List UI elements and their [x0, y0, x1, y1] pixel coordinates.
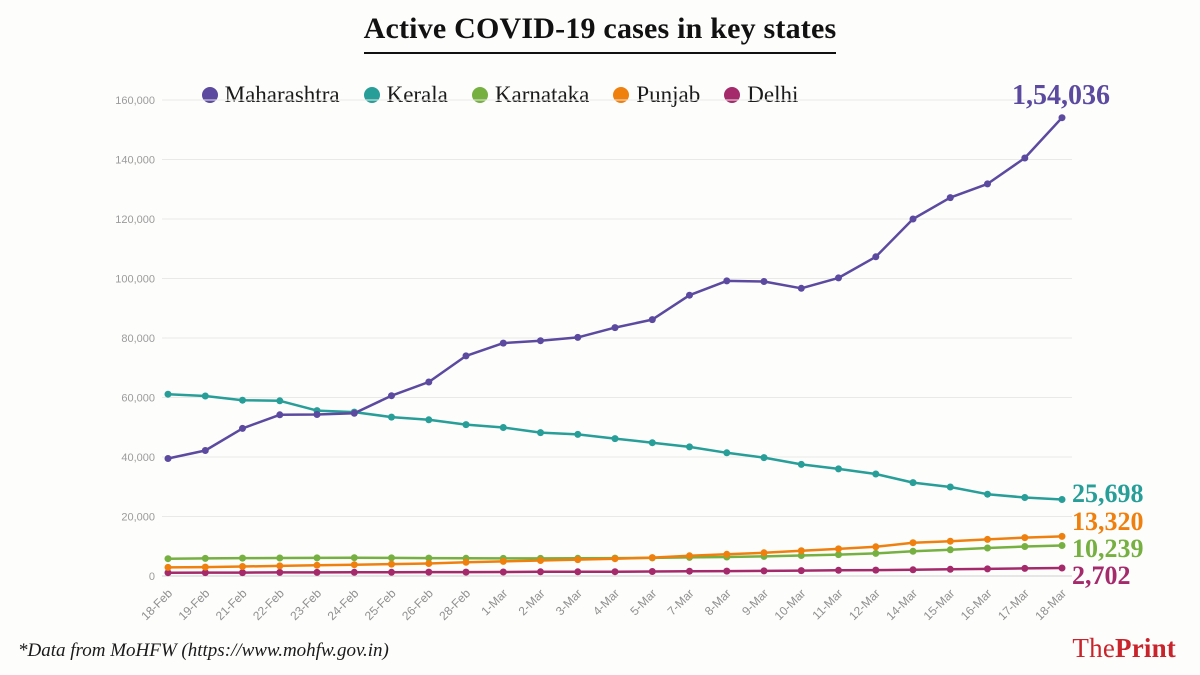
svg-text:2-Mar: 2-Mar	[516, 586, 548, 618]
svg-text:25-Feb: 25-Feb	[362, 586, 399, 623]
legend-dot-kerala-icon	[363, 87, 380, 103]
svg-text:8-Mar: 8-Mar	[702, 586, 734, 618]
brand-logo: ThePrint	[1072, 633, 1176, 664]
svg-text:9-Mar: 9-Mar	[739, 586, 771, 618]
svg-text:140,000: 140,000	[115, 155, 155, 167]
brand-logo-print: Print	[1115, 633, 1176, 663]
svg-text:120,000: 120,000	[115, 214, 155, 226]
legend-item-delhi: Delhi	[724, 82, 798, 108]
title-wrap: Active COVID-19 cases in key states	[0, 12, 1200, 54]
end-label-maharashtra: 1,54,036	[1012, 80, 1110, 111]
svg-text:5-Mar: 5-Mar	[627, 586, 659, 618]
svg-text:11-Mar: 11-Mar	[809, 586, 845, 622]
end-label-delhi: 2,702	[1072, 561, 1131, 590]
legend-dot-punjab-icon	[613, 87, 630, 103]
svg-text:18-Mar: 18-Mar	[1032, 586, 1069, 623]
svg-text:21-Feb: 21-Feb	[213, 586, 250, 623]
legend-dot-karnataka-icon	[471, 87, 488, 103]
legend-dot-delhi-icon	[724, 87, 741, 103]
svg-text:24-Feb: 24-Feb	[325, 586, 362, 623]
legend-label-kerala: Kerala	[386, 82, 448, 107]
svg-text:15-Mar: 15-Mar	[921, 586, 958, 623]
svg-text:80,000: 80,000	[121, 333, 155, 345]
end-label-karnataka: 10,239	[1072, 534, 1144, 563]
svg-text:26-Feb: 26-Feb	[399, 586, 436, 623]
legend-item-maharashtra: Maharashtra	[201, 82, 340, 108]
svg-text:12-Mar: 12-Mar	[846, 586, 883, 623]
svg-text:10-Mar: 10-Mar	[772, 586, 809, 623]
svg-text:7-Mar: 7-Mar	[665, 586, 697, 618]
svg-text:20,000: 20,000	[121, 512, 155, 524]
svg-text:16-Mar: 16-Mar	[958, 586, 995, 623]
end-label-kerala: 25,698	[1072, 479, 1144, 508]
svg-text:100,000: 100,000	[115, 274, 155, 286]
svg-text:1-Mar: 1-Mar	[478, 586, 510, 618]
svg-text:22-Feb: 22-Feb	[250, 586, 287, 623]
svg-text:0: 0	[149, 571, 155, 583]
legend-dot-maharashtra-icon	[201, 87, 218, 103]
brand-logo-the: The	[1072, 633, 1115, 663]
svg-text:60,000: 60,000	[121, 393, 155, 405]
legend-item-kerala: Kerala	[363, 82, 448, 108]
svg-text:19-Feb: 19-Feb	[176, 586, 213, 623]
legend: Maharashtra Kerala Karnataka Punjab Delh…	[0, 82, 1000, 108]
legend-label-delhi: Delhi	[747, 82, 799, 107]
legend-item-karnataka: Karnataka	[471, 82, 590, 108]
legend-label-karnataka: Karnataka	[494, 82, 590, 107]
line-chart: 0 20,000 40,000 60,000 80,000 100,000 120,000 1…	[115, 95, 1072, 623]
svg-text:28-Feb: 28-Feb	[436, 586, 473, 623]
end-label-punjab: 13,320	[1072, 507, 1144, 536]
source-note: *Data from MoHFW (https://www.mohfw.gov.…	[18, 640, 389, 661]
legend-label-punjab: Punjab	[636, 82, 701, 107]
svg-text:3-Mar: 3-Mar	[553, 586, 585, 618]
svg-text:18-Feb: 18-Feb	[138, 586, 175, 623]
svg-text:23-Feb: 23-Feb	[287, 586, 324, 623]
legend-item-punjab: Punjab	[613, 82, 700, 108]
svg-text:40,000: 40,000	[121, 452, 155, 464]
svg-text:17-Mar: 17-Mar	[995, 586, 1032, 623]
legend-label-maharashtra: Maharashtra	[224, 82, 340, 107]
svg-text:4-Mar: 4-Mar	[590, 586, 622, 618]
svg-text:160,000: 160,000	[115, 95, 155, 107]
svg-text:14-Mar: 14-Mar	[883, 586, 920, 623]
page-title: Active COVID-19 cases in key states	[363, 12, 837, 54]
